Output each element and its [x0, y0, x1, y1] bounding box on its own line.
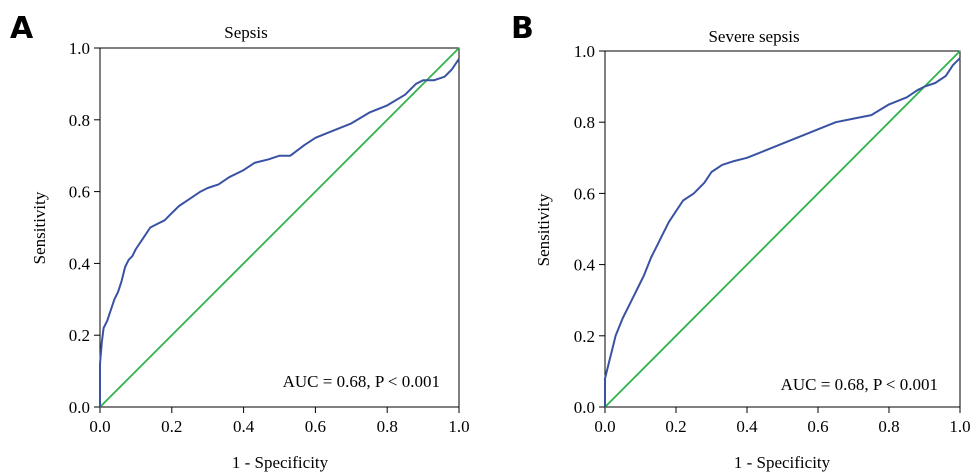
- y-tick-label-b-2: 0.4: [574, 256, 596, 275]
- y-tick-label-b-4: 0.8: [574, 113, 595, 132]
- auc-annotation-a: AUC = 0.68, P < 0.001: [283, 372, 440, 391]
- ticks-b: 0.0 0.2 0.4 0.6 0.8 1.0 0.0 0.2 0.4 0.6 0.8 1.0: [574, 42, 971, 436]
- y-tick-label-b-0: 0.0: [574, 398, 595, 417]
- plot-frame-b: [604, 50, 961, 408]
- panel-b: B Severe sepsis 0.0 0.2 0.4 0.6 0.8 1.0 0.0 0.2…: [511, 11, 971, 472]
- x-tick-label-a-1: 0.2: [161, 417, 182, 436]
- x-axis-label-b: 1 - Specificity: [734, 453, 831, 472]
- x-tick-label-b-1: 0.2: [665, 417, 686, 436]
- plot-frame-a: [99, 47, 460, 408]
- reference-line-b: [604, 50, 961, 408]
- y-tick-label-a-0: 0.0: [69, 398, 90, 417]
- panel-letter-a: A: [10, 11, 34, 46]
- panel-a: A Sepsis 0.0 0.2 0.4 0.6 0.8 1.00.00.20.40.60…: [10, 11, 470, 472]
- x-tick-label-b-5: 1.0: [949, 417, 970, 436]
- y-tick-label-a-4: 0.8: [69, 111, 90, 130]
- x-tick-label-b-2: 0.4: [736, 417, 758, 436]
- ticks-a: 0.0 0.2 0.4 0.6 0.8 1.0 0.0 0.2 0.4 0.6 0.8 1.0: [69, 39, 470, 436]
- y-tick-label-a-2: 0.4: [69, 254, 91, 273]
- chart-title-b: Severe sepsis: [708, 27, 799, 46]
- x-tick-label-b-4: 0.8: [878, 417, 899, 436]
- x-tick-label-b-0: 0.0: [594, 417, 615, 436]
- y-tick-label-b-1: 0.2: [574, 327, 595, 346]
- y-tick-label-a-3: 0.6: [69, 183, 90, 202]
- y-tick-label-a-1: 0.2: [69, 326, 90, 345]
- y-tick-label-b-5: 1.0: [574, 42, 595, 61]
- x-tick-label-a-3: 0.6: [305, 417, 326, 436]
- y-axis-label-a: Sensitivity: [30, 191, 49, 264]
- chart-title-a: Sepsis: [224, 23, 267, 42]
- x-tick-label-a-2: 0.4: [233, 417, 255, 436]
- y-tick-label-b-3: 0.6: [574, 184, 595, 203]
- roc-curve-a: [99, 58, 460, 407]
- x-tick-label-a-5: 1.0: [448, 417, 469, 436]
- auc-annotation-b: AUC = 0.68, P < 0.001: [781, 375, 938, 394]
- x-tick-label-b-3: 0.6: [807, 417, 828, 436]
- reference-line-a: [99, 47, 460, 408]
- x-tick-label-a-4: 0.8: [377, 417, 398, 436]
- panel-letter-b: B: [511, 11, 534, 46]
- x-axis-label-a: 1 - Specificity: [232, 453, 329, 472]
- y-axis-label-b: Sensitivity: [534, 193, 553, 266]
- y-tick-label-a-5: 1.0: [69, 39, 90, 58]
- roc-curve-b: [604, 57, 961, 407]
- x-tick-label-a-0: 0.0: [89, 417, 110, 436]
